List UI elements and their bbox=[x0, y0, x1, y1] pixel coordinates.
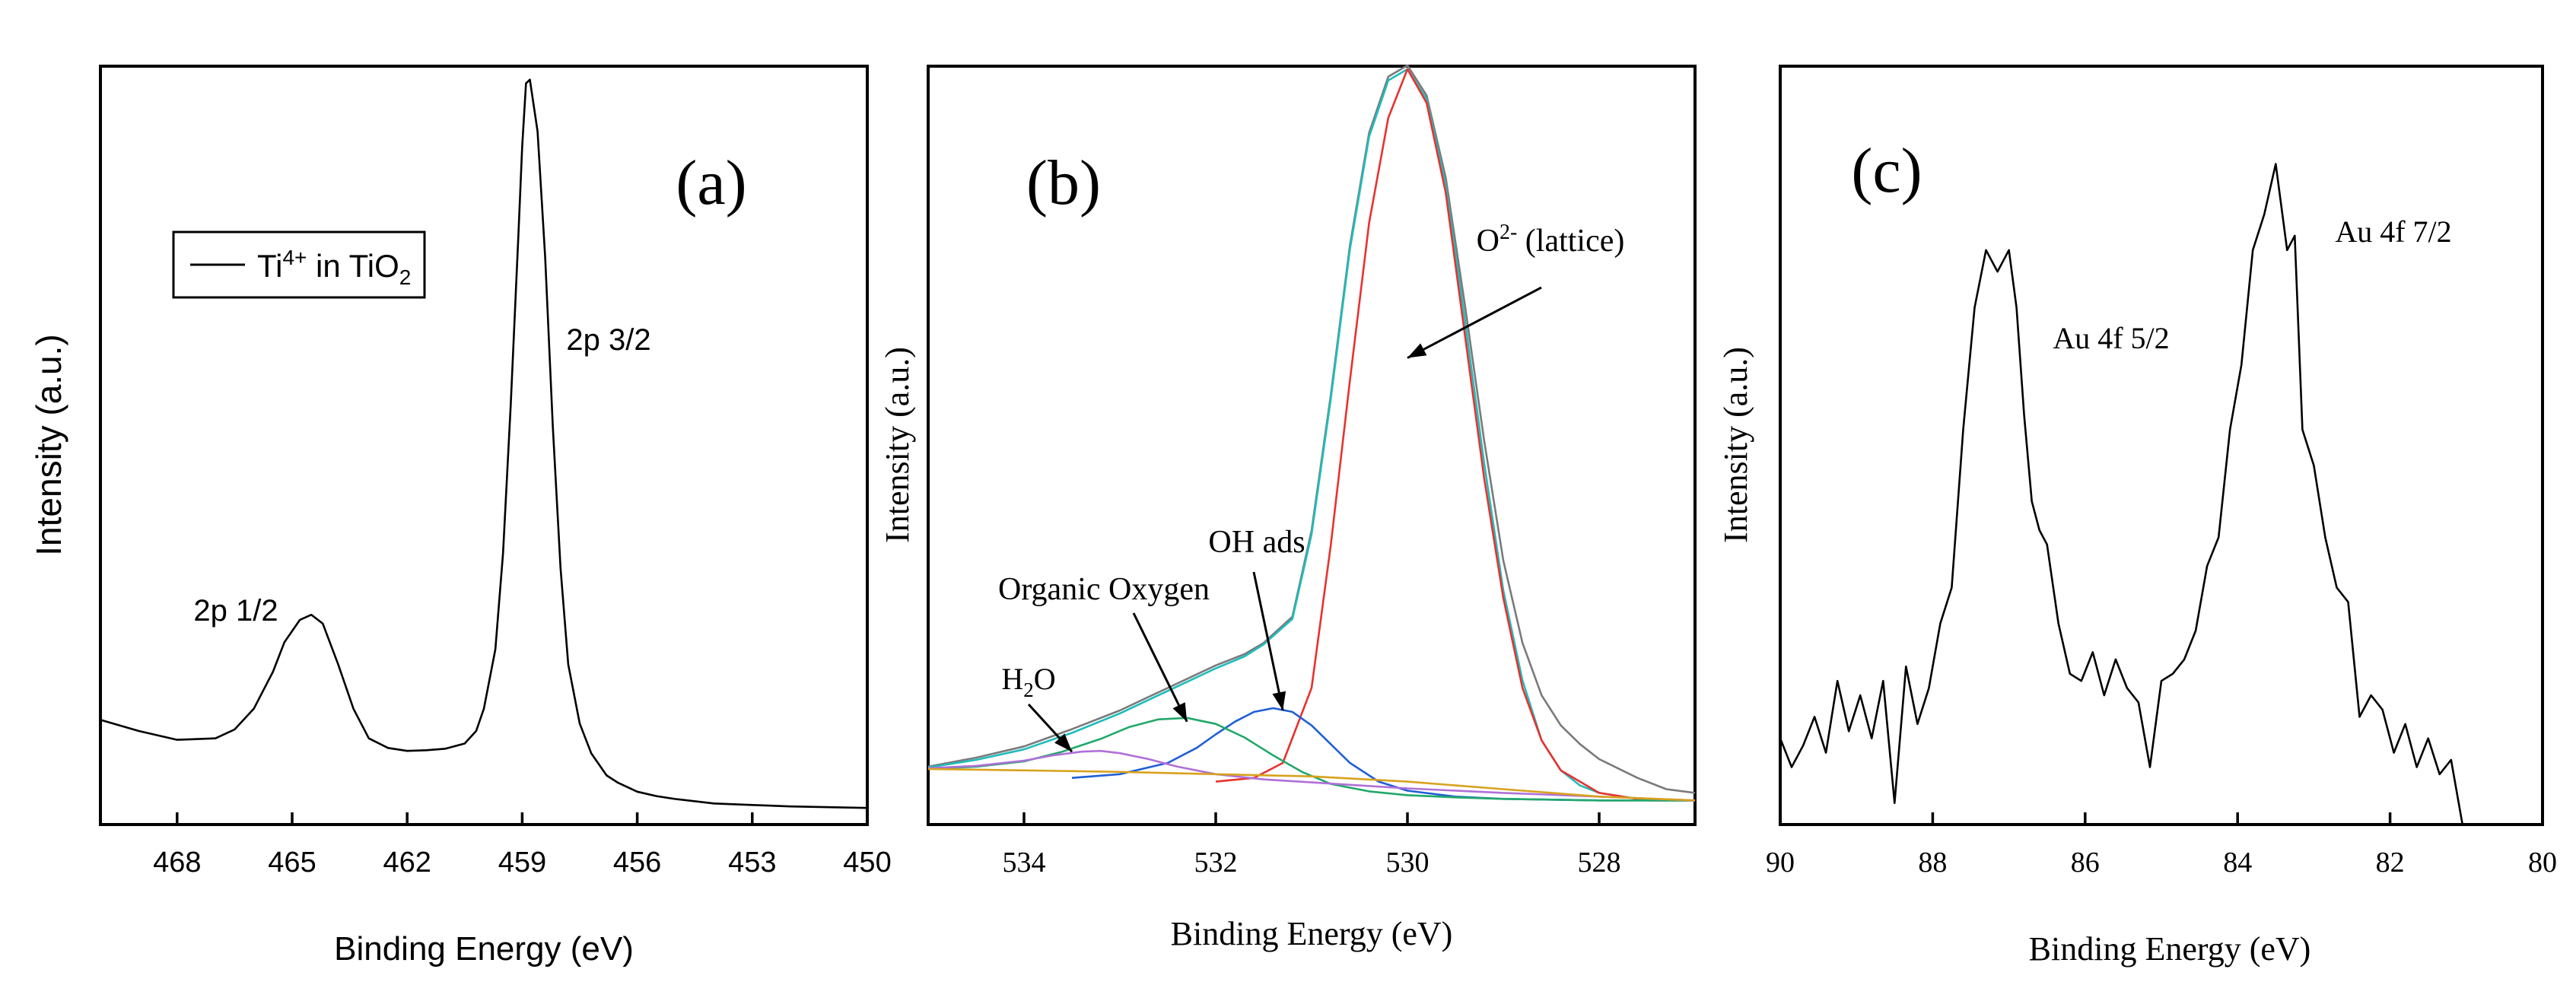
annotation-arrow-head bbox=[1172, 702, 1188, 722]
x-tick-label: 450 bbox=[843, 847, 891, 879]
panel-c: 90 88 86 84 82 80 (c) Au 4f 5/2 Au 4f 7/2 Bin… bbox=[1717, 65, 2557, 968]
annotation-h2o: H2O bbox=[1001, 662, 1055, 701]
annotation-arrow-head bbox=[1054, 733, 1072, 752]
panel-a-y-axis-label: Intensity (a.u.) bbox=[29, 334, 68, 555]
legend-label: Ti4+ in TiO2 bbox=[257, 246, 411, 289]
panel-b-y-axis-label: Intensity (a.u.) bbox=[879, 347, 916, 543]
panel-c-frame bbox=[1779, 65, 2544, 826]
series-line-ti4-in-tio2 bbox=[100, 78, 868, 809]
annotation-arrow-head bbox=[1272, 691, 1286, 710]
panel-a-legend: Ti4+ in TiO2 bbox=[172, 230, 426, 299]
panel-b-label: (b) bbox=[1026, 148, 1101, 218]
x-tick-label: 465 bbox=[268, 847, 316, 879]
x-tick-label: 456 bbox=[613, 847, 661, 879]
panel-a: 468 465 462 459 456 453 450 (a) Ti4+ in TiO2 2… bbox=[29, 65, 892, 968]
annotation-oh-ads: OH ads bbox=[1208, 525, 1305, 560]
series-line-measured bbox=[927, 64, 1696, 794]
x-tick-label: 528 bbox=[1578, 847, 1621, 879]
series-line-organic-oxygen bbox=[927, 717, 1695, 802]
panel-c-x-ticks: 90 88 86 84 82 80 bbox=[1766, 812, 2557, 879]
panel-a-label: (a) bbox=[676, 148, 746, 218]
annotation-au-4f-5-2: Au 4f 5/2 bbox=[2053, 321, 2169, 355]
panel-b-plot-area bbox=[927, 64, 1696, 802]
series-line-o2-lattice bbox=[1215, 68, 1695, 802]
annotation-organic-oxygen: Organic Oxygen bbox=[998, 572, 1210, 607]
x-tick-label: 534 bbox=[1003, 847, 1046, 879]
panel-a-x-axis-label: Binding Energy (eV) bbox=[334, 930, 634, 968]
annotation-arrow-head bbox=[1407, 343, 1427, 358]
panel-c-y-axis-label: Intensity (a.u.) bbox=[1717, 347, 1754, 543]
panel-a-plot-area bbox=[100, 78, 868, 809]
x-tick-label: 84 bbox=[2223, 847, 2252, 879]
x-tick-label: 453 bbox=[728, 847, 776, 879]
annotation-au-4f-7-2: Au 4f 7/2 bbox=[2335, 214, 2451, 249]
annotation-arrow-line bbox=[1407, 286, 1542, 359]
x-tick-label: 530 bbox=[1386, 847, 1430, 879]
x-tick-label: 459 bbox=[498, 847, 546, 879]
x-tick-label: 80 bbox=[2528, 847, 2557, 879]
panel-c-x-axis-label: Binding Energy (eV) bbox=[2029, 930, 2311, 968]
panel-b-frame bbox=[927, 65, 1697, 826]
panel-b-annotation-arrows bbox=[1027, 286, 1542, 753]
x-tick-label: 82 bbox=[2376, 847, 2405, 879]
panel-c-label: (c) bbox=[1851, 135, 1922, 206]
series-line-h2o bbox=[927, 749, 1696, 802]
panel-b-x-ticks: 534 532 530 528 bbox=[1003, 812, 1621, 879]
annotation-2p-1-2: 2p 1/2 bbox=[193, 594, 278, 628]
series-line-fit-envelope bbox=[927, 68, 1695, 802]
x-tick-label: 90 bbox=[1766, 847, 1795, 879]
annotation-o2-lattice: O2- (lattice) bbox=[1477, 221, 1625, 259]
x-tick-label: 532 bbox=[1194, 847, 1238, 879]
x-tick-label: 468 bbox=[153, 847, 201, 879]
annotation-2p-3-2: 2p 3/2 bbox=[566, 323, 650, 357]
panel-c-plot-area bbox=[1779, 163, 2543, 826]
panel-b-x-axis-label: Binding Energy (eV) bbox=[1171, 915, 1453, 952]
x-tick-label: 88 bbox=[1918, 847, 1947, 879]
series-line-background bbox=[927, 767, 1696, 802]
series-line-au-4f bbox=[1779, 163, 2543, 826]
annotation-arrow-line bbox=[1132, 612, 1188, 723]
panel-a-frame bbox=[99, 65, 869, 826]
annotation-arrow-line bbox=[1252, 571, 1284, 711]
x-tick-label: 86 bbox=[2071, 847, 2100, 879]
panel-b: 534 532 530 528 (b) O2- (lattice) OH ads Or… bbox=[879, 64, 1697, 952]
x-tick-label: 462 bbox=[383, 847, 431, 879]
panel-a-x-ticks: 468 465 462 459 456 453 450 bbox=[153, 812, 892, 879]
